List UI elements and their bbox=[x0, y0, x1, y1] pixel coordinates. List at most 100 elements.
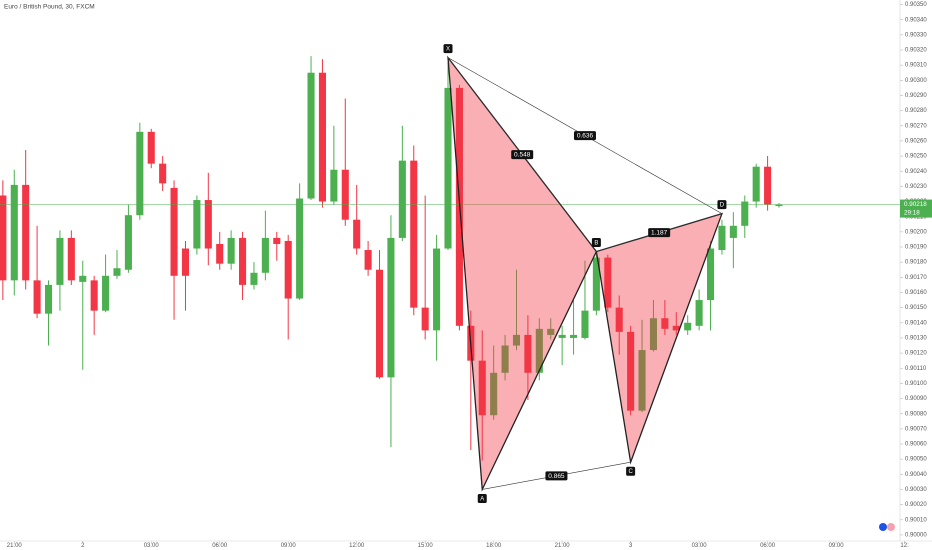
y-tick-label: 0.90130 bbox=[905, 336, 927, 342]
y-tick-label: 0.90270 bbox=[905, 123, 927, 129]
y-tick-label: 0.90250 bbox=[905, 154, 927, 160]
candle-body bbox=[181, 248, 190, 276]
ratio-label: 0.865 bbox=[548, 473, 565, 480]
candle-body bbox=[410, 160, 418, 308]
candle-body bbox=[558, 334, 566, 338]
candle-body bbox=[67, 237, 75, 281]
candle-body bbox=[706, 248, 715, 301]
point-label: C bbox=[628, 469, 633, 475]
x-tick-label: 06:00 bbox=[212, 543, 228, 549]
y-tick-label: 0.90350 bbox=[905, 2, 927, 8]
y-tick-label: 0.90240 bbox=[905, 169, 927, 175]
candle-body bbox=[10, 184, 18, 281]
axes: 0.90000 0.90010 0.90020 0.90030 0.90040 0.900… bbox=[7, 2, 932, 549]
x-tick-label: 18:00 bbox=[486, 543, 502, 549]
candle-body bbox=[261, 237, 269, 273]
y-tick-label: 0.90000 bbox=[905, 533, 927, 539]
candle-body bbox=[535, 328, 543, 373]
candle-body bbox=[330, 169, 338, 202]
candle-body bbox=[649, 318, 657, 351]
x-tick-label: 2 bbox=[81, 543, 85, 549]
x-tick-label: 21:00 bbox=[555, 543, 571, 549]
candle-body bbox=[22, 184, 30, 281]
candle-body bbox=[695, 300, 703, 326]
y-tick-label: 0.90140 bbox=[905, 320, 927, 326]
candle-body bbox=[216, 243, 224, 264]
point-label-box bbox=[443, 44, 453, 54]
logo bbox=[879, 523, 895, 531]
y-tick-label: 0.90050 bbox=[905, 457, 927, 463]
candle-body bbox=[296, 198, 304, 299]
candle-body bbox=[592, 257, 600, 311]
candle-body bbox=[353, 219, 361, 249]
y-tick-label: 0.90060 bbox=[905, 442, 927, 448]
ratio-label: 0.548 bbox=[514, 152, 531, 159]
candle-body bbox=[273, 237, 281, 244]
candle-body bbox=[124, 215, 132, 270]
candle-body bbox=[444, 87, 452, 249]
ratio-label-box bbox=[573, 131, 596, 141]
y-tick-label: 0.90340 bbox=[905, 17, 927, 23]
price-tag-label: 0.90218 bbox=[904, 201, 927, 208]
candle-body bbox=[33, 280, 41, 314]
y-tick-label: 0.90150 bbox=[905, 305, 927, 311]
candle-body bbox=[524, 334, 532, 373]
candle-body bbox=[44, 284, 53, 314]
candle-body bbox=[159, 163, 167, 184]
candle-body bbox=[341, 169, 349, 220]
candle-body bbox=[627, 331, 635, 411]
candle-body bbox=[764, 166, 772, 205]
y-tick-label: 0.90120 bbox=[905, 351, 927, 357]
x-tick-label: 03:00 bbox=[692, 543, 708, 549]
point-label: D bbox=[720, 203, 725, 209]
candle-body bbox=[604, 257, 612, 308]
candle-body bbox=[250, 272, 258, 285]
y-tick-label: 0.90080 bbox=[905, 411, 927, 417]
candle-body bbox=[433, 248, 441, 331]
y-tick-label: 0.90110 bbox=[905, 366, 927, 372]
candle-body bbox=[170, 187, 178, 276]
candle-body bbox=[512, 334, 521, 346]
candle-body bbox=[547, 328, 555, 335]
chart-title: Euro / British Pound, 30, FXCM bbox=[4, 4, 95, 11]
candle-body bbox=[90, 280, 98, 311]
y-tick-label: 0.90230 bbox=[905, 184, 927, 190]
plot-area: 0.548 0.636 1.187 0.865 X A B C D bbox=[0, 44, 900, 503]
ratio-label: 0.636 bbox=[577, 133, 594, 140]
y-tick-label: 0.90030 bbox=[905, 487, 927, 493]
candle-body bbox=[204, 200, 212, 249]
candle-body bbox=[775, 204, 783, 207]
candle-body bbox=[79, 275, 87, 282]
candle-body bbox=[307, 72, 315, 199]
x-tick-label: 12:00 bbox=[349, 543, 365, 549]
candle-body bbox=[102, 275, 110, 311]
candle-body bbox=[398, 160, 406, 238]
x-tick-label: 15:00 bbox=[418, 543, 434, 549]
candle-body bbox=[387, 237, 395, 378]
candle-body bbox=[364, 250, 372, 270]
candle-body bbox=[193, 200, 201, 249]
candle-body bbox=[239, 237, 247, 285]
y-tick-label: 0.90090 bbox=[905, 396, 927, 402]
y-tick-label: 0.90260 bbox=[905, 139, 927, 145]
candle-body bbox=[478, 360, 486, 416]
ratio-label-box bbox=[648, 228, 671, 238]
candle-body bbox=[136, 131, 144, 216]
y-tick-label: 0.90100 bbox=[905, 381, 927, 387]
x-tick-label: 09:00 bbox=[829, 543, 845, 549]
point-label-box bbox=[477, 493, 487, 503]
candle-body bbox=[227, 237, 235, 264]
ratio-label: 1.187 bbox=[651, 230, 668, 237]
candle-body bbox=[570, 334, 578, 338]
y-tick-label: 0.90330 bbox=[905, 32, 927, 38]
point-label: B bbox=[594, 240, 598, 246]
ratio-label-box bbox=[511, 150, 534, 160]
candle-body bbox=[501, 345, 509, 373]
y-tick-label: 0.90070 bbox=[905, 426, 927, 432]
point-label-box bbox=[591, 238, 601, 248]
y-tick-label: 0.90190 bbox=[905, 245, 927, 251]
y-tick-label: 0.90310 bbox=[905, 63, 927, 69]
ratio-label-box bbox=[545, 471, 568, 481]
logo-icon bbox=[887, 523, 895, 531]
